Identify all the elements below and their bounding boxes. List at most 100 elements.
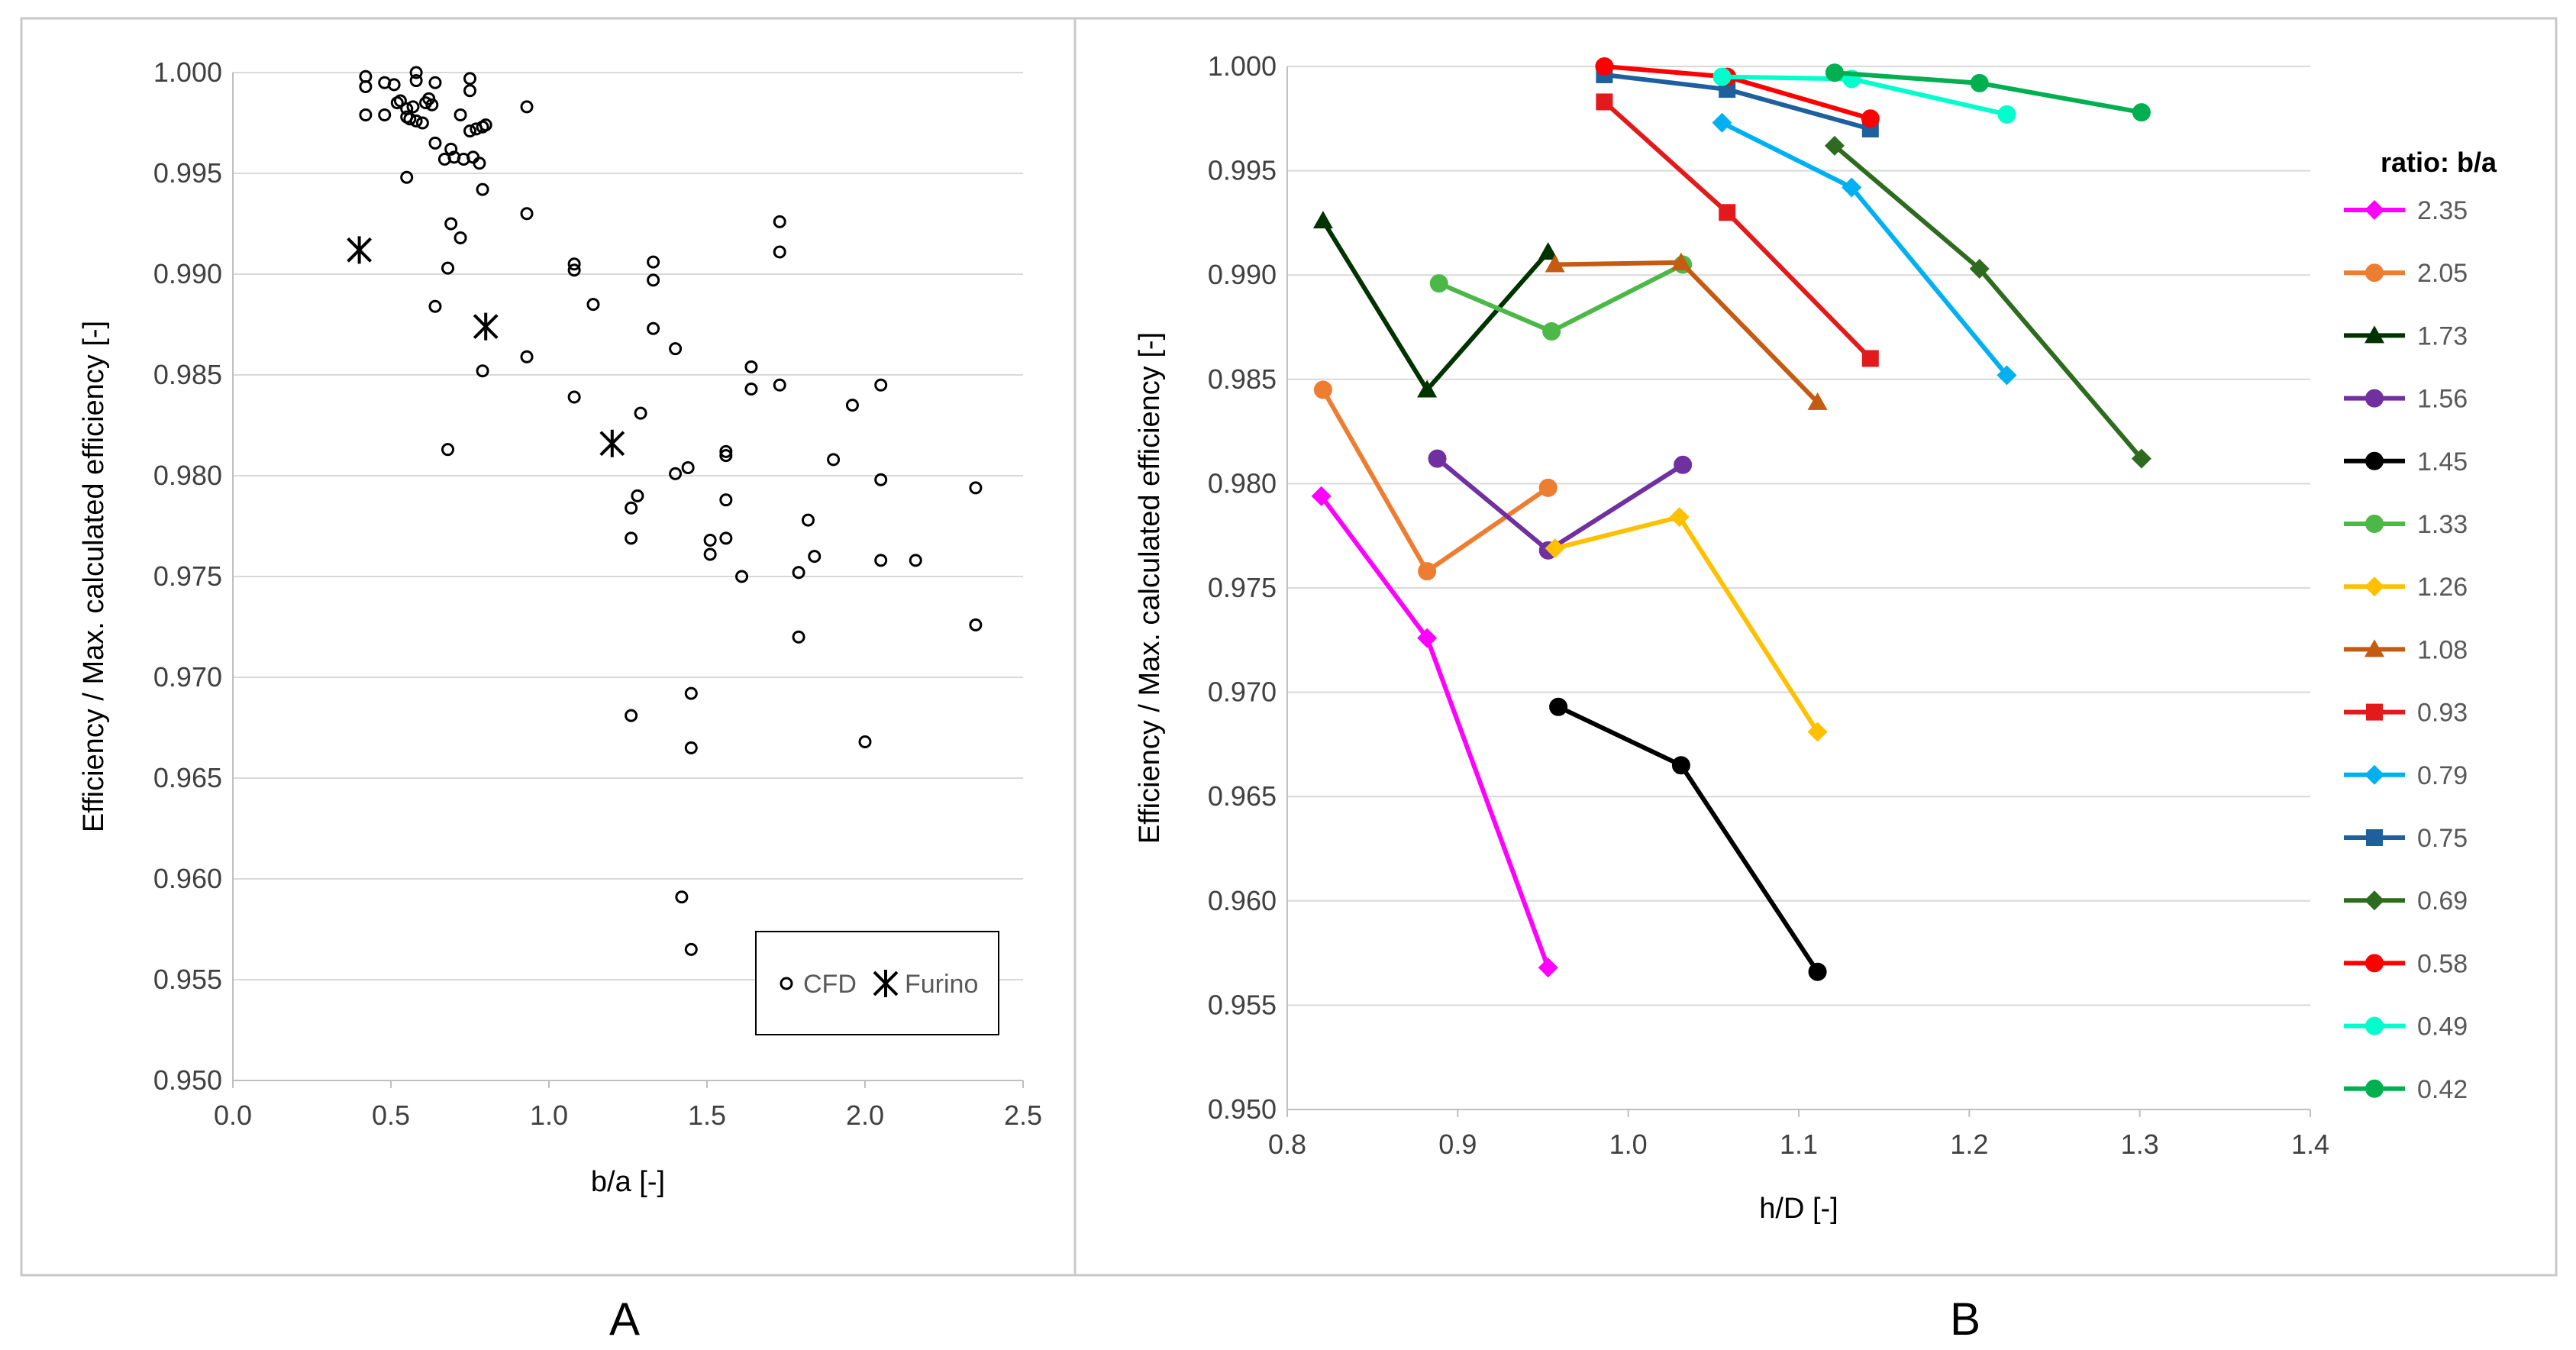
data-point: [1671, 756, 1690, 775]
cfd-point: [586, 298, 600, 312]
legend-label: 1.26: [2417, 573, 2468, 602]
panel-b-frame: [1073, 17, 2558, 1277]
series-line: [1832, 144, 2144, 460]
cfd-point: [406, 100, 420, 114]
legend-swatch-marker: [2365, 389, 2384, 408]
x-tick-label: 0.5: [372, 1100, 410, 1131]
cfd-point: [858, 735, 872, 748]
legend-label: 0.42: [2417, 1075, 2468, 1104]
y-tick-label: 0.995: [1208, 155, 1277, 186]
cfd-point: [567, 263, 581, 277]
y-tick-label: 0.965: [153, 762, 222, 793]
legend-item: 1.26: [2344, 573, 2468, 602]
legend-swatch-marker: [2365, 764, 2384, 785]
cfd-point: [387, 78, 401, 92]
legend-item: 0.75: [2344, 824, 2468, 853]
y-tick-label: 0.950: [1208, 1093, 1277, 1125]
cfd-point: [703, 547, 717, 561]
cfd-point: [428, 136, 442, 150]
cfd-point: [476, 364, 489, 378]
y-tick-label: 0.965: [1208, 780, 1277, 812]
x-tick-label: 0.8: [1268, 1129, 1306, 1160]
cfd-point: [425, 98, 439, 111]
y-tick-label: 0.955: [153, 964, 222, 995]
cfd-point: [625, 709, 638, 722]
legend-label: 2.05: [2417, 259, 2468, 288]
y-tick-label: 0.950: [153, 1064, 222, 1096]
legend-swatch-marker: [2365, 890, 2384, 911]
series-1-45: [1549, 697, 1827, 981]
cfd-point: [827, 453, 841, 467]
legend-item: 2.05: [2344, 259, 2468, 288]
data-point: [1313, 380, 1332, 399]
legend-marker-furino: [873, 970, 899, 997]
data-point: [1669, 507, 1690, 528]
cfd-point: [744, 382, 758, 396]
data-point: [1538, 242, 1558, 260]
cfd-point: [969, 618, 983, 631]
legend-item: 0.69: [2344, 887, 2468, 916]
legend-label: 1.33: [2417, 510, 2468, 539]
data-point: [2132, 103, 2151, 122]
furino-point: [599, 429, 625, 457]
cfd-point: [719, 444, 733, 458]
x-tick-label: 1.4: [2291, 1129, 2329, 1160]
cfd-point: [359, 79, 373, 93]
series-line: [1554, 515, 1820, 734]
cfd-point: [444, 142, 458, 156]
y-tick-label: 0.980: [1208, 467, 1277, 499]
y-tick-label: 0.960: [1208, 885, 1277, 916]
cfd-point: [703, 533, 717, 547]
y-tick-label: 0.970: [153, 661, 222, 693]
cfd-point: [801, 513, 815, 527]
series-line: [1557, 705, 1820, 974]
legend-swatch-marker: [2366, 829, 2383, 846]
legend-label: 0.75: [2417, 824, 2468, 853]
legend-title: ratio: b/a: [2381, 147, 2497, 178]
chart-b: 0.950 0.955 0.960 0.965 0.970 0.975 0.980 0.985…: [1134, 50, 2497, 1225]
cfd-point: [744, 360, 758, 373]
data-point: [1311, 486, 1332, 506]
cfd-point: [567, 257, 581, 271]
series-1-73: [1312, 211, 1558, 398]
series-0-93: [1596, 93, 1879, 367]
cfd-point: [792, 566, 805, 580]
cfd-point: [681, 460, 695, 474]
chart-a: 0.950 0.955 0.960 0.965 0.970 0.975 0.980 0.985…: [78, 57, 1042, 1198]
x-tick-label: 1.5: [688, 1100, 726, 1131]
legend-swatch-marker: [2365, 954, 2384, 973]
legend-label: 1.56: [2417, 385, 2468, 414]
cfd-point: [428, 299, 442, 313]
cfd-point: [359, 108, 373, 121]
cfd-point: [444, 217, 458, 231]
data-point: [1719, 204, 1736, 221]
series-0-42: [1825, 63, 2151, 122]
cfd-point: [719, 531, 733, 545]
series-1-26: [1545, 507, 1828, 742]
cfd-point: [969, 481, 983, 495]
data-point: [1671, 252, 1691, 270]
furino-point: [473, 312, 499, 341]
data-point: [1824, 135, 1845, 156]
data-point: [1538, 958, 1558, 978]
x-tick-label: 1.1: [1780, 1129, 1818, 1160]
cfd-point: [520, 350, 534, 363]
cfd-point: [684, 686, 698, 700]
cfd-point: [909, 554, 922, 567]
series-2-05: [1313, 380, 1558, 581]
cfd-point: [773, 245, 786, 259]
x-tick-label: 0.0: [214, 1100, 252, 1131]
cfd-point: [647, 321, 660, 335]
cfd-point: [479, 118, 492, 132]
cfd-point: [625, 531, 638, 545]
legend-label: 2.35: [2417, 196, 2468, 225]
data-point: [1417, 628, 1438, 648]
series-0-79: [1712, 112, 2017, 386]
legend-item: 2.35: [2344, 196, 2468, 225]
legend-marker-cfd: [780, 977, 793, 990]
cfd-point: [684, 942, 698, 956]
data-point: [1545, 254, 1565, 273]
data-point: [1997, 365, 2017, 386]
legend-item: 0.58: [2344, 949, 2468, 978]
